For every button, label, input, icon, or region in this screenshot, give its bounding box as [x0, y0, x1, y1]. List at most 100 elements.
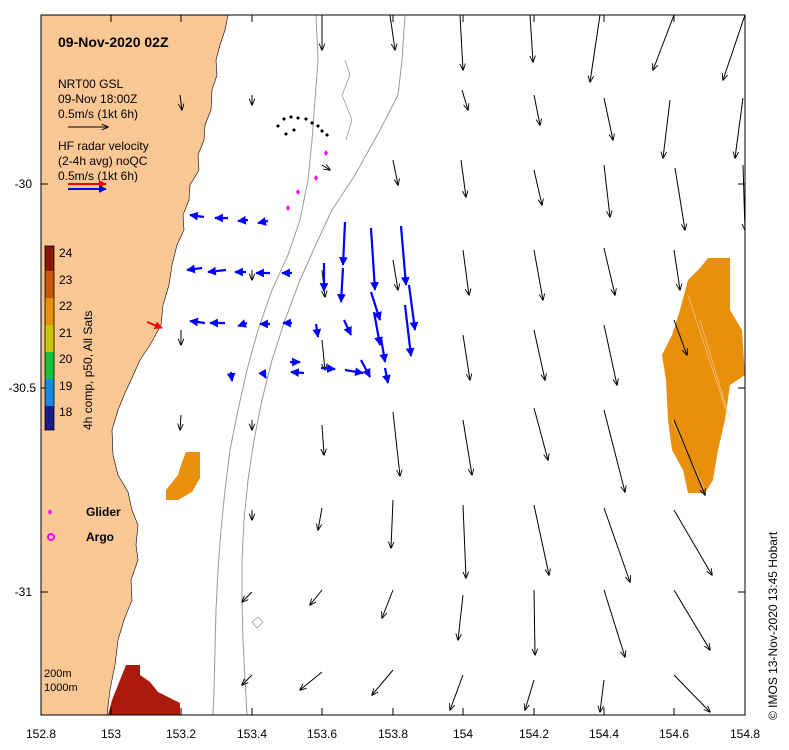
legend-radar-scale: 0.5m/s (1kt 6h): [58, 169, 138, 183]
radar-arrow: [312, 323, 322, 338]
model-arrow: [462, 419, 472, 475]
model-arrow: [673, 509, 712, 575]
model-current-arrows: [180, 15, 745, 712]
radar-arrow: [257, 217, 269, 226]
model-arrow: [180, 94, 182, 110]
y-tick: -30: [15, 177, 33, 191]
model-arrow: [460, 159, 466, 197]
model-arrow: [530, 15, 533, 62]
colorbar-tick: 24: [59, 246, 73, 260]
radar-arrow: [337, 267, 346, 303]
radar-arrow-red: [146, 321, 163, 330]
radar-arrow: [369, 227, 379, 291]
model-arrow: [603, 589, 625, 657]
glider-track-black: [276, 115, 329, 137]
colorbar-label: 4h comp, p50, All Sats: [81, 311, 95, 430]
x-tick: 153: [101, 727, 121, 741]
radar-arrow: [189, 317, 206, 327]
legend-model-scale: 0.5m/s (1kt 6h): [58, 107, 138, 121]
radar-arrow: [320, 364, 336, 373]
model-arrow: [321, 165, 330, 170]
radar-arrow: [207, 266, 227, 276]
x-tick: 153.6: [307, 727, 337, 741]
model-arrow: [461, 89, 468, 110]
model-arrow: [462, 334, 470, 380]
sst-colorbar: [44, 245, 55, 431]
isobath-1000m: [241, 15, 406, 715]
radar-arrow: [237, 319, 248, 328]
legend-depth-1000: 1000m: [44, 682, 78, 694]
model-arrow: [673, 319, 687, 355]
axis-ticks: [40, 15, 746, 715]
legend-radar-avg: (2-4h avg) noQC: [58, 154, 148, 168]
model-arrow: [462, 504, 466, 578]
model-arrow: [674, 167, 685, 230]
model-arrow: [673, 589, 710, 650]
legend-glider: Glider: [86, 505, 121, 519]
model-arrow: [533, 329, 545, 380]
x-tick: 152.8: [26, 727, 56, 741]
x-tick: 154.2: [519, 727, 549, 741]
x-tick: 153.4: [237, 727, 267, 741]
model-arrow: [533, 169, 542, 205]
model-arrow: [653, 15, 675, 70]
radar-arrow: [186, 264, 203, 274]
model-arrow: [300, 671, 323, 690]
colorbar-tick: 19: [59, 379, 73, 393]
model-arrow: [603, 409, 625, 492]
legend-argo: Argo: [86, 530, 114, 544]
model-arrow: [458, 594, 464, 640]
model-arrow: [723, 15, 745, 80]
colorbar-tick: 18: [59, 405, 73, 419]
isobath-shelf-break: [341, 59, 353, 141]
model-arrow: [242, 591, 253, 602]
legend-radar-title: HF radar velocity: [58, 139, 149, 153]
x-tick: 153.2: [166, 727, 196, 741]
model-arrow: [673, 419, 705, 495]
radar-arrow: [338, 221, 348, 266]
model-arrow: [460, 15, 463, 70]
radar-arrow: [379, 337, 389, 363]
model-arrow: [372, 669, 394, 695]
x-tick: 153.8: [378, 727, 408, 741]
model-arrow: [525, 679, 535, 710]
model-arrow: [322, 424, 324, 455]
colorbar-tick: 21: [59, 326, 73, 340]
model-arrow: [392, 259, 398, 290]
radar-arrow: [343, 319, 352, 336]
model-arrow: [322, 339, 325, 370]
isobath-loop: [251, 616, 264, 629]
model-arrow: [318, 507, 323, 530]
model-arrow: [242, 674, 253, 685]
x-tick: 154.6: [659, 727, 689, 741]
model-arrow: [663, 99, 671, 158]
model-arrow: [180, 414, 181, 430]
model-arrow: [389, 15, 395, 50]
model-arrow: [392, 411, 400, 476]
sst-patch-east: [662, 258, 745, 493]
radar-arrow: [399, 225, 410, 286]
model-arrow: [590, 15, 601, 82]
y-tick: -31: [15, 585, 33, 599]
credit-text: © IMOS 13-Nov-2020 13:45 Hobart: [766, 531, 780, 720]
model-arrow: [673, 249, 680, 290]
legend-model-time: 09-Nov 18:00Z: [58, 92, 137, 106]
radar-arrow: [403, 304, 415, 357]
model-arrow: [533, 407, 548, 460]
model-arrow: [382, 589, 394, 618]
radar-arrow: [360, 359, 371, 378]
legend-model-title: NRT00 GSL: [58, 77, 123, 91]
y-axis-labels: -30 -30.5 -31: [9, 177, 37, 599]
model-arrow: [603, 507, 630, 582]
model-arrow: [603, 164, 610, 217]
glider-track: [286, 150, 328, 211]
x-axis-labels: 152.8 153 153.2 153.4 153.6 153.8 154 15…: [26, 727, 760, 741]
model-arrow: [534, 589, 535, 655]
radar-arrow: [344, 367, 364, 377]
model-arrow: [462, 249, 469, 295]
glider-legend-marker: [48, 509, 52, 515]
model-arrow: [673, 674, 710, 712]
model-arrow: [533, 249, 543, 300]
radar-arrow: [382, 367, 391, 384]
